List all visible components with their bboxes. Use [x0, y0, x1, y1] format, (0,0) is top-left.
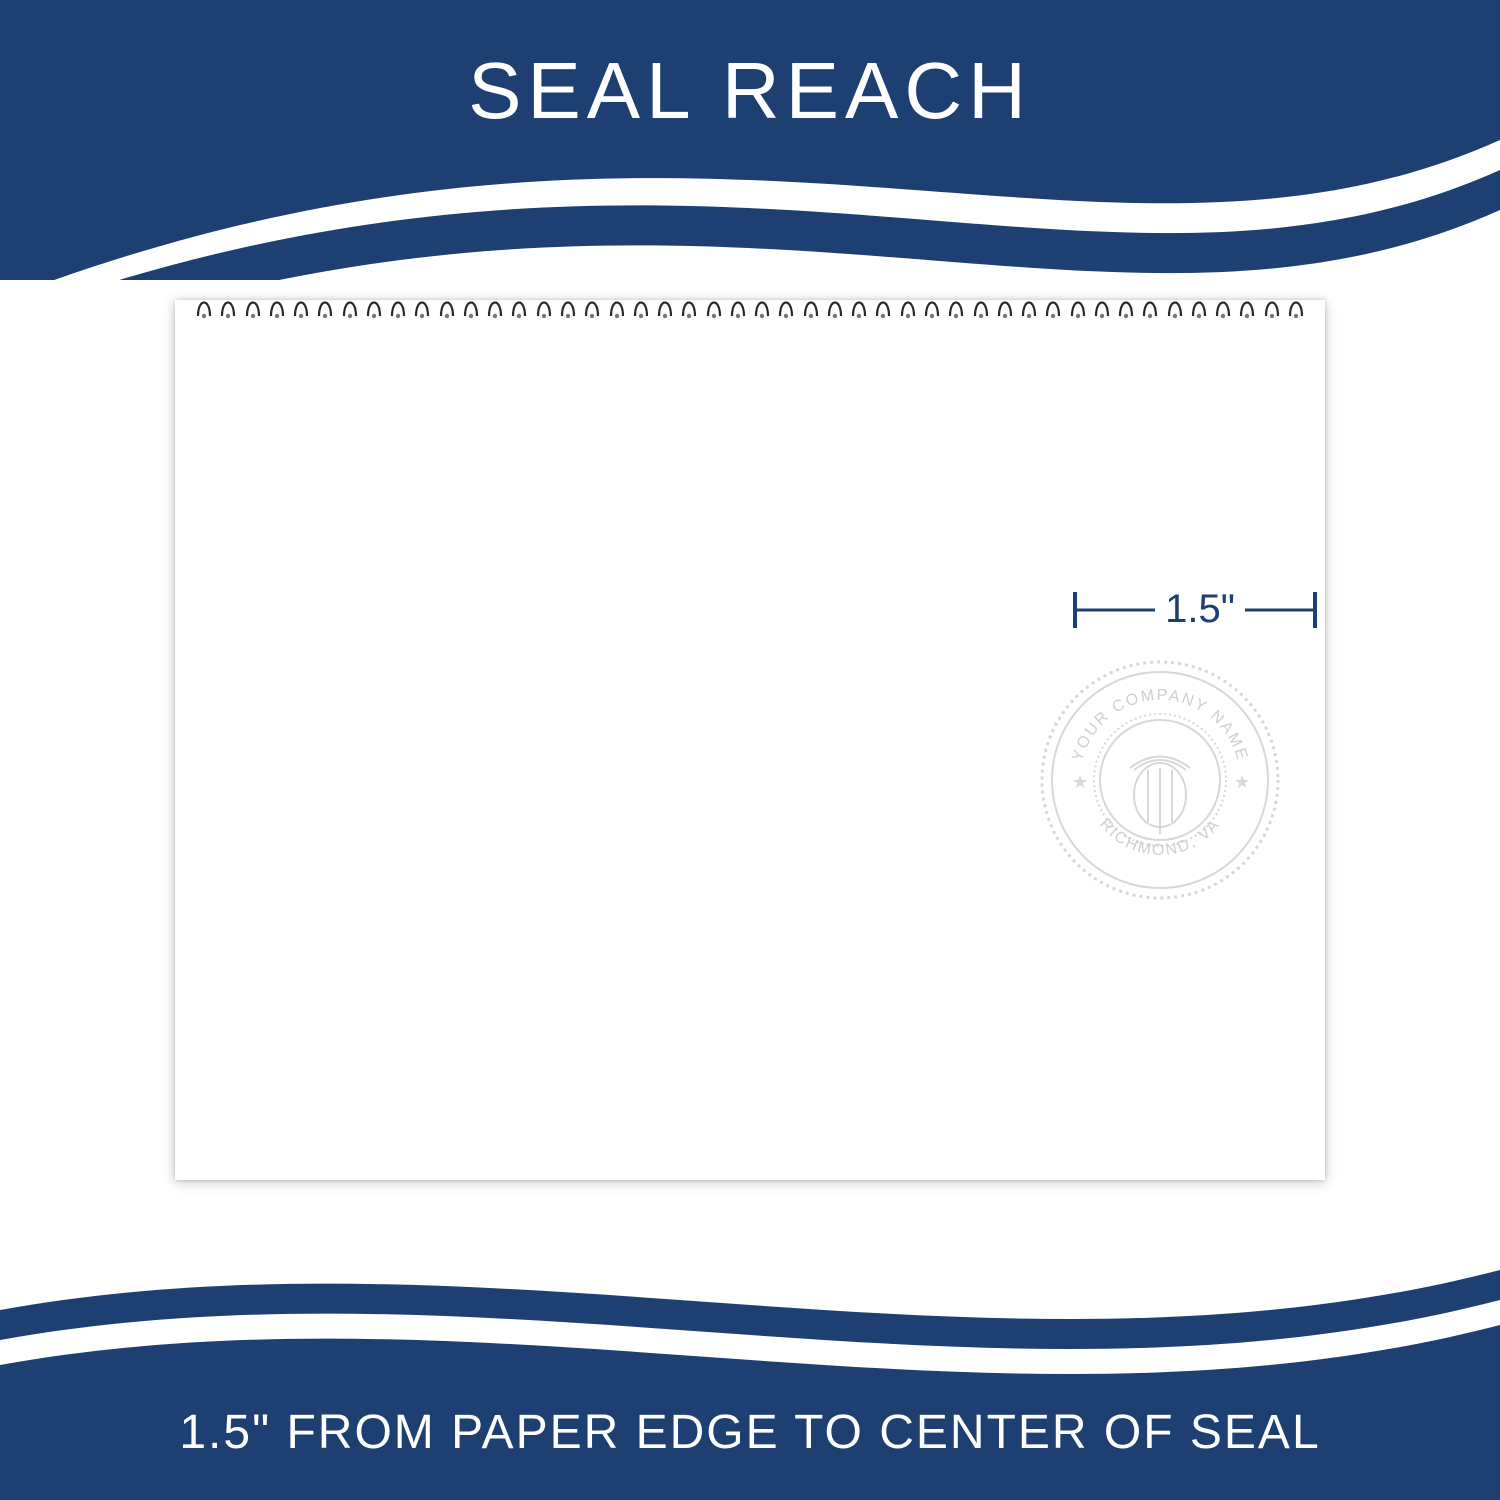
spiral-ring [802, 284, 820, 320]
spiral-ring [438, 284, 456, 320]
spiral-ring [219, 284, 237, 320]
spiral-binding [195, 284, 1305, 320]
measurement-indicator: 1.5" [1065, 580, 1325, 640]
spiral-ring [244, 284, 262, 320]
spiral-ring [899, 284, 917, 320]
top-swoosh [0, 0, 1500, 280]
spiral-ring [632, 284, 650, 320]
spiral-ring [389, 284, 407, 320]
bottom-swoosh [0, 1260, 1500, 1500]
embossed-seal: YOUR COMPANY NAME RICHMOND, VA ★ ★ [1030, 650, 1290, 910]
spiral-ring [729, 284, 747, 320]
page-title: SEAL REACH [0, 45, 1500, 137]
spiral-ring [583, 284, 601, 320]
spiral-ring [268, 284, 286, 320]
spiral-ring [850, 284, 868, 320]
spiral-ring [559, 284, 577, 320]
spiral-ring [947, 284, 965, 320]
spiral-ring [195, 284, 213, 320]
spiral-ring [972, 284, 990, 320]
seal-top-text: YOUR COMPANY NAME [1069, 687, 1250, 763]
spiral-ring [1020, 284, 1038, 320]
spiral-ring [1117, 284, 1135, 320]
spiral-ring [535, 284, 553, 320]
spiral-ring [705, 284, 723, 320]
svg-text:★: ★ [1072, 772, 1088, 792]
spiral-ring [1263, 284, 1281, 320]
spiral-ring [753, 284, 771, 320]
spiral-ring [1044, 284, 1062, 320]
spiral-ring [1287, 284, 1305, 320]
spiral-ring [826, 284, 844, 320]
footer-caption: 1.5" FROM PAPER EDGE TO CENTER OF SEAL [0, 1405, 1500, 1460]
spiral-ring [1093, 284, 1111, 320]
spiral-ring [680, 284, 698, 320]
measurement-value: 1.5" [1165, 587, 1235, 631]
spiral-ring [413, 284, 431, 320]
spiral-ring [608, 284, 626, 320]
svg-text:YOUR COMPANY NAME: YOUR COMPANY NAME [1069, 687, 1250, 763]
spiral-ring [1238, 284, 1256, 320]
spiral-ring [486, 284, 504, 320]
spiral-ring [923, 284, 941, 320]
spiral-ring [292, 284, 310, 320]
spiral-ring [1214, 284, 1232, 320]
spiral-ring [1166, 284, 1184, 320]
spiral-ring [462, 284, 480, 320]
spiral-ring [874, 284, 892, 320]
spiral-ring [510, 284, 528, 320]
spiral-ring [996, 284, 1014, 320]
top-band [0, 0, 1500, 280]
bottom-band [0, 1260, 1500, 1500]
svg-text:★: ★ [1234, 772, 1250, 792]
spiral-ring [341, 284, 359, 320]
spiral-ring [1069, 284, 1087, 320]
spiral-ring [656, 284, 674, 320]
spiral-ring [777, 284, 795, 320]
spiral-ring [365, 284, 383, 320]
spiral-ring [316, 284, 334, 320]
spiral-ring [1141, 284, 1159, 320]
spiral-ring [1190, 284, 1208, 320]
